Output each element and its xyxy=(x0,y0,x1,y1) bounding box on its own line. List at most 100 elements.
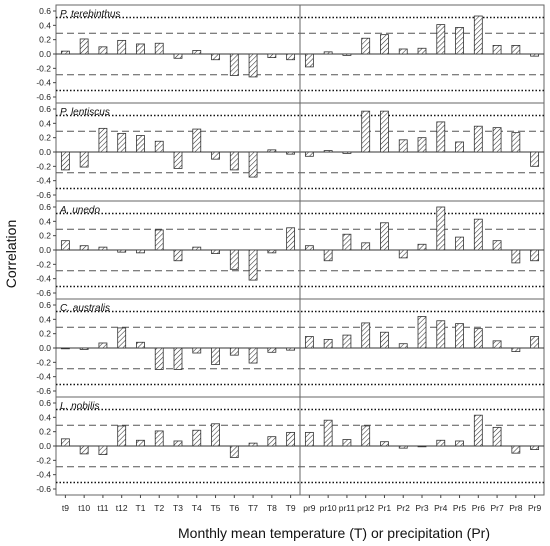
bar xyxy=(342,439,352,447)
bar xyxy=(229,53,239,76)
bar xyxy=(530,336,540,349)
x-tick-label: T5 xyxy=(211,503,221,513)
bar xyxy=(117,39,127,55)
panels-group: 0.6 0.4 0.2 0.0 -0.2 -0.4 -0.6 P. terebinthus 0.… xyxy=(36,4,545,496)
bar xyxy=(455,236,464,251)
bar xyxy=(286,151,296,155)
x-axis-title: Monthly mean temperature (T) or precipit… xyxy=(178,525,490,541)
bar xyxy=(267,149,277,153)
bar xyxy=(436,206,446,251)
bar xyxy=(511,249,521,264)
bar xyxy=(361,37,371,55)
bar xyxy=(267,249,277,254)
bar xyxy=(248,442,258,447)
bar xyxy=(192,128,202,153)
bar xyxy=(492,127,502,153)
x-tick-label: Pr8 xyxy=(509,503,523,513)
bar xyxy=(342,53,352,56)
species-label: A. unedo xyxy=(59,205,100,216)
bar xyxy=(398,48,408,55)
bar xyxy=(398,445,408,449)
x-tick-label: T2 xyxy=(154,503,164,513)
y-tick-label: -0.4 xyxy=(36,176,51,186)
bar xyxy=(304,151,314,157)
bar xyxy=(79,245,89,251)
bar xyxy=(530,445,540,450)
bar xyxy=(323,419,333,447)
bar xyxy=(304,431,314,447)
x-tick-label: T8 xyxy=(267,503,277,513)
x-tick-label: Pr6 xyxy=(472,503,486,513)
bar xyxy=(154,140,164,153)
bar xyxy=(323,249,333,262)
panel: 0.6 0.4 0.2 0.0 -0.2 -0.4 -0.6 C. australis xyxy=(36,298,545,398)
bar xyxy=(455,27,464,55)
x-tick-label: Pr2 xyxy=(397,503,411,513)
bar xyxy=(173,249,183,262)
y-tick-label: -0.4 xyxy=(36,78,51,88)
bar xyxy=(323,51,333,55)
x-tick-label: pr9 xyxy=(303,503,316,513)
bar xyxy=(530,151,540,167)
bar xyxy=(323,338,333,349)
bar xyxy=(154,229,164,251)
bar xyxy=(398,139,408,153)
bar xyxy=(60,151,70,171)
panel: 0.6 0.4 0.2 0.0 -0.2 -0.4 -0.6 A. unedo xyxy=(36,200,545,300)
bar xyxy=(455,323,464,349)
bar xyxy=(323,150,333,153)
y-tick-label: 0.0 xyxy=(39,343,51,353)
bar xyxy=(511,132,521,153)
y-axis-title: Correlation xyxy=(3,220,19,288)
bar xyxy=(286,53,296,61)
y-tick-label: 0.4 xyxy=(39,216,51,226)
bar xyxy=(455,141,464,153)
y-tick-label: -0.2 xyxy=(36,357,51,367)
x-tick-label: pr11 xyxy=(339,503,356,513)
bar xyxy=(304,53,314,68)
bar xyxy=(398,343,408,349)
x-tick-label: T3 xyxy=(173,503,183,513)
x-tick-label: pr12 xyxy=(357,503,374,513)
bar xyxy=(417,137,427,153)
bar xyxy=(117,327,127,349)
y-tick-label: -0.6 xyxy=(36,92,51,102)
bar xyxy=(380,441,389,447)
bar xyxy=(192,429,202,447)
x-tick-label: T4 xyxy=(192,503,202,513)
x-tick-label: Pr7 xyxy=(490,503,504,513)
y-tick-label: 0.2 xyxy=(39,231,51,241)
y-tick-label: 0.6 xyxy=(39,202,51,212)
bar xyxy=(417,445,427,448)
bar xyxy=(417,316,427,349)
y-tick-label: 0.6 xyxy=(39,6,51,16)
bar xyxy=(154,347,164,370)
bar xyxy=(211,151,220,160)
species-label: P. terebinthus xyxy=(60,9,120,20)
y-tick-label: 0.6 xyxy=(39,104,51,114)
bar xyxy=(173,440,183,447)
y-tick-label: -0.6 xyxy=(36,386,51,396)
y-tick-label: 0.4 xyxy=(39,20,51,30)
bar xyxy=(511,45,521,55)
bar xyxy=(79,445,89,455)
bar xyxy=(117,249,127,253)
bar xyxy=(60,347,70,350)
bar xyxy=(117,132,127,153)
bar xyxy=(511,347,521,352)
bar xyxy=(361,322,371,349)
bar xyxy=(98,445,108,456)
bar xyxy=(136,439,145,447)
bar xyxy=(98,46,108,55)
x-tick-label: t9 xyxy=(62,503,69,513)
y-tick-label: 0.2 xyxy=(39,35,51,45)
bar xyxy=(455,440,464,447)
x-tick-label: Pr3 xyxy=(415,503,429,513)
species-label: P. lentiscus xyxy=(60,107,110,118)
y-tick-label: -0.6 xyxy=(36,190,51,200)
y-tick-label: 0.4 xyxy=(39,314,51,324)
panel: 0.6 0.4 0.2 0.0 -0.2 -0.4 -0.6 L. nobilis xyxy=(36,396,545,496)
y-tick-label: 0.4 xyxy=(39,412,51,422)
bar xyxy=(267,347,277,353)
